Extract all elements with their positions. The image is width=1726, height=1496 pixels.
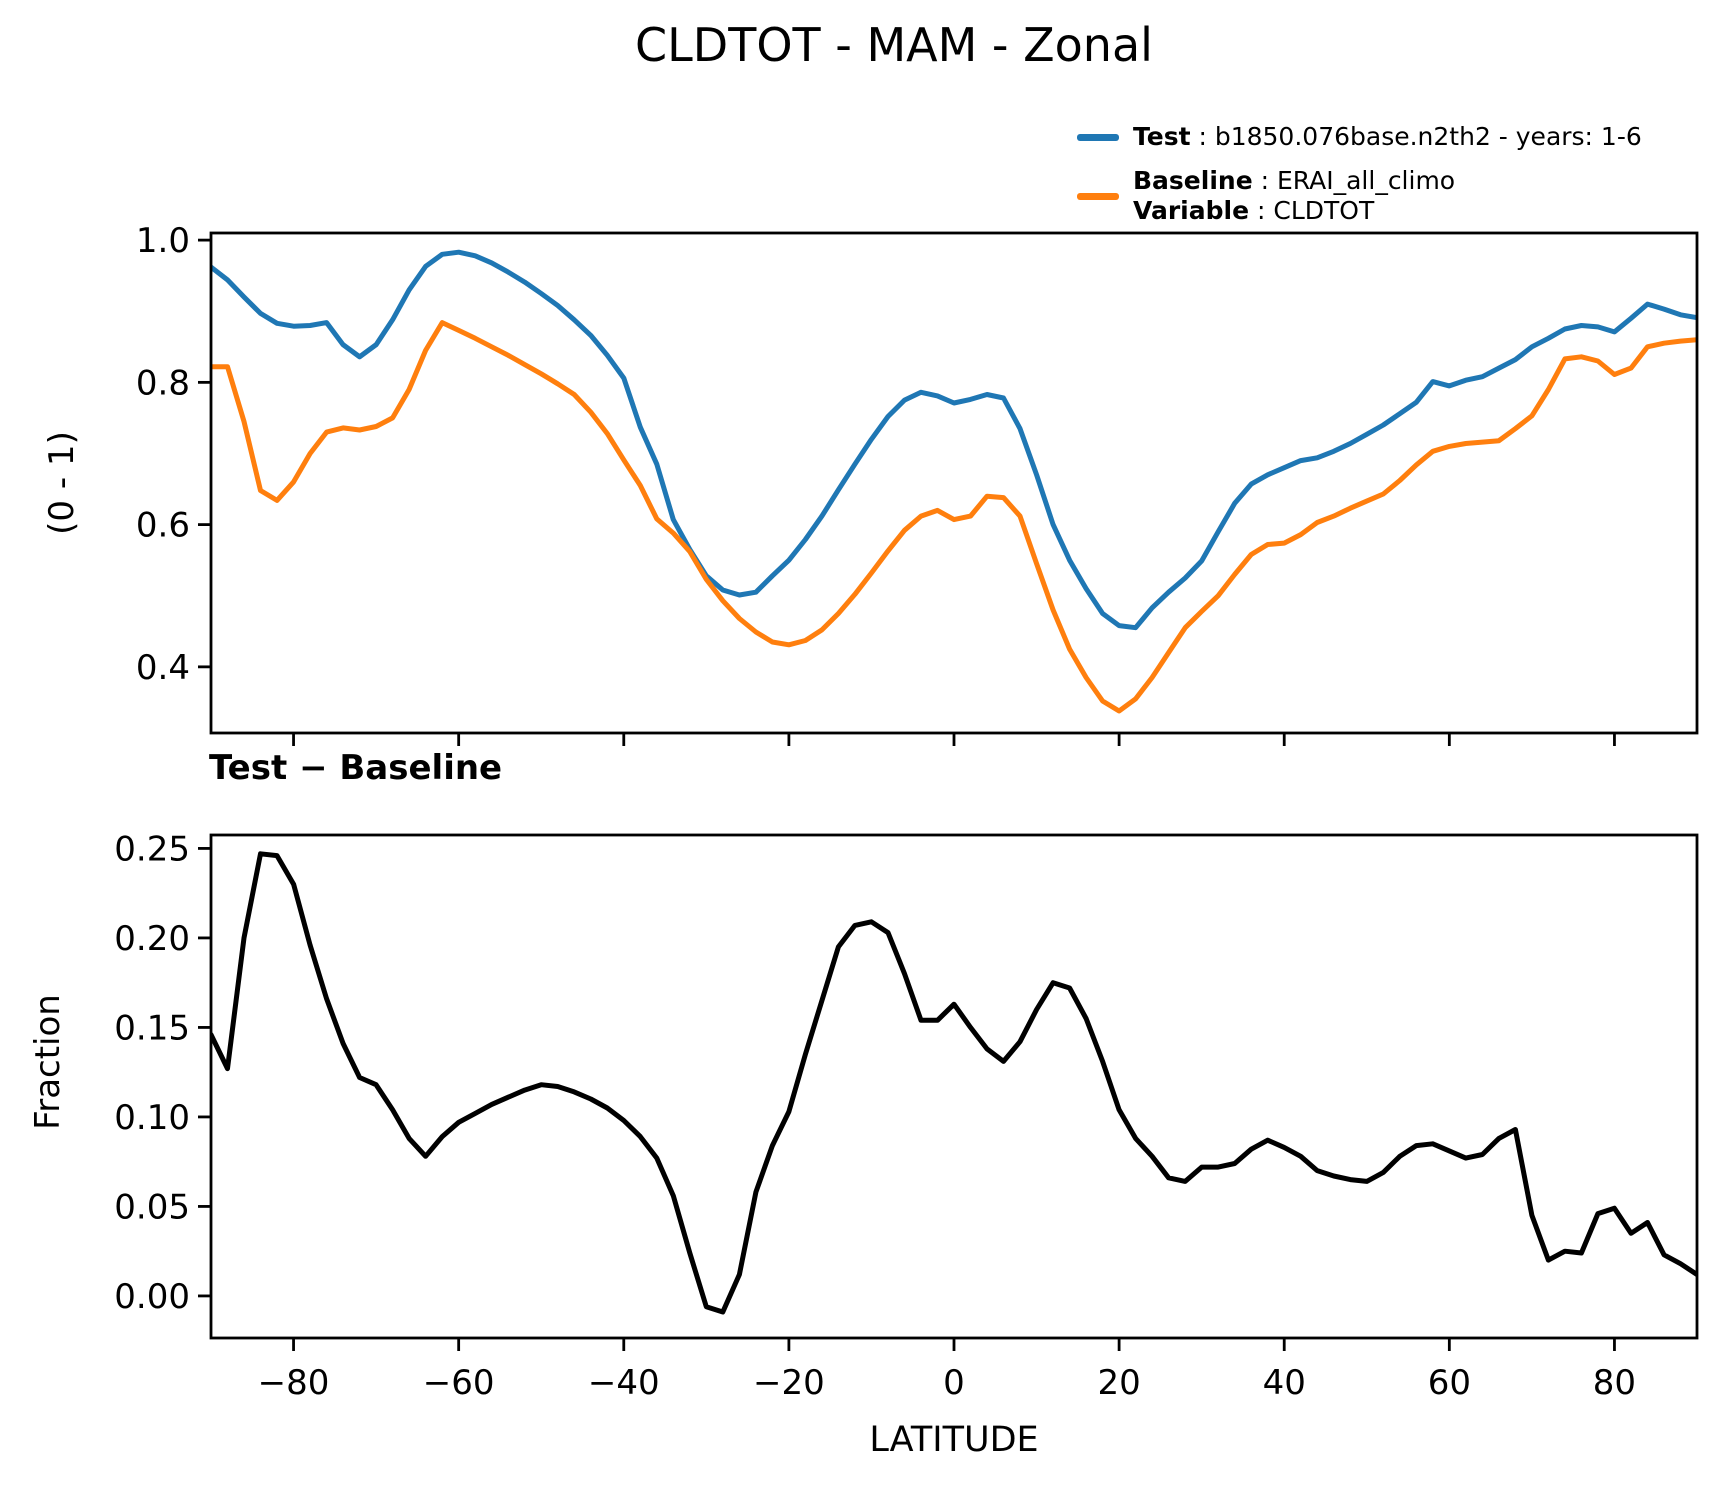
plot0-y-tick-label: 0.6 [136,506,190,546]
plot0-spines [209,231,1699,735]
baseline-line-swatch [1077,192,1119,200]
legend-baseline-key: Baseline [1133,166,1253,195]
plot1-x-tick-label: 40 [1263,1363,1306,1403]
plot1-x-tick-label: 80 [1593,1363,1636,1403]
plot0-curve-baseline [211,320,1697,714]
legend-variable-value: : CLDTOT [1249,196,1375,225]
plot1-x-tick-label: −80 [258,1363,330,1403]
plot0-y-tick-label: 0.8 [136,363,190,403]
plot1-y-tick-label: 0.25 [114,829,190,869]
chart-title: CLDTOT - MAM - Zonal [635,18,1153,72]
legend-entry-test-text: Test : b1850.076base.n2th2 - years: 1-6 [1133,122,1642,152]
legend-entry-baseline: Baseline : ERAI_all_climo Variable : CLD… [1077,166,1455,226]
plot0-y-tick-label: 1.0 [136,221,190,261]
plot1-x-tick-label: −40 [588,1363,660,1403]
plot1-y-tick-label: 0.15 [114,1008,190,1048]
plot1-x-tick-label: 20 [1097,1363,1140,1403]
plot1-spines [209,833,1699,1340]
plot1-x-tick-label: −20 [753,1363,825,1403]
legend-entry-baseline-text: Baseline : ERAI_all_climo Variable : CLD… [1133,166,1455,226]
plot0-y-tick-label: 0.4 [136,648,190,688]
x-axis-label: LATITUDE [869,1420,1039,1460]
legend-variable-line: Variable : CLDTOT [1133,196,1455,226]
plot1-x-tick-label: −60 [423,1363,495,1403]
plot1-y-tick-label: 0.10 [114,1098,190,1138]
plot1-y-tick-label: 0.20 [114,919,190,959]
legend-baseline-line: Baseline : ERAI_all_climo [1133,166,1455,196]
plot1-y-tick-label: 0.05 [114,1187,190,1227]
plot1-x-tick-label: 60 [1428,1363,1471,1403]
plot1-y-tick-label: 0.00 [114,1277,190,1317]
legend-test-value: : b1850.076base.n2th2 - years: 1-6 [1190,122,1642,151]
legend-entry-test: Test : b1850.076base.n2th2 - years: 1-6 [1077,122,1642,152]
plot1-curve-test-baseline [211,851,1697,1315]
plot1-x-tick-label: 0 [943,1363,965,1403]
plot0-curve-test [211,249,1697,631]
legend-test-key: Test [1133,122,1191,151]
diff-plot-title: Test − Baseline [209,748,503,788]
legend-baseline-value: : ERAI_all_climo [1252,166,1456,195]
legend-variable-key: Variable [1133,196,1250,225]
test-line-swatch [1077,133,1119,141]
